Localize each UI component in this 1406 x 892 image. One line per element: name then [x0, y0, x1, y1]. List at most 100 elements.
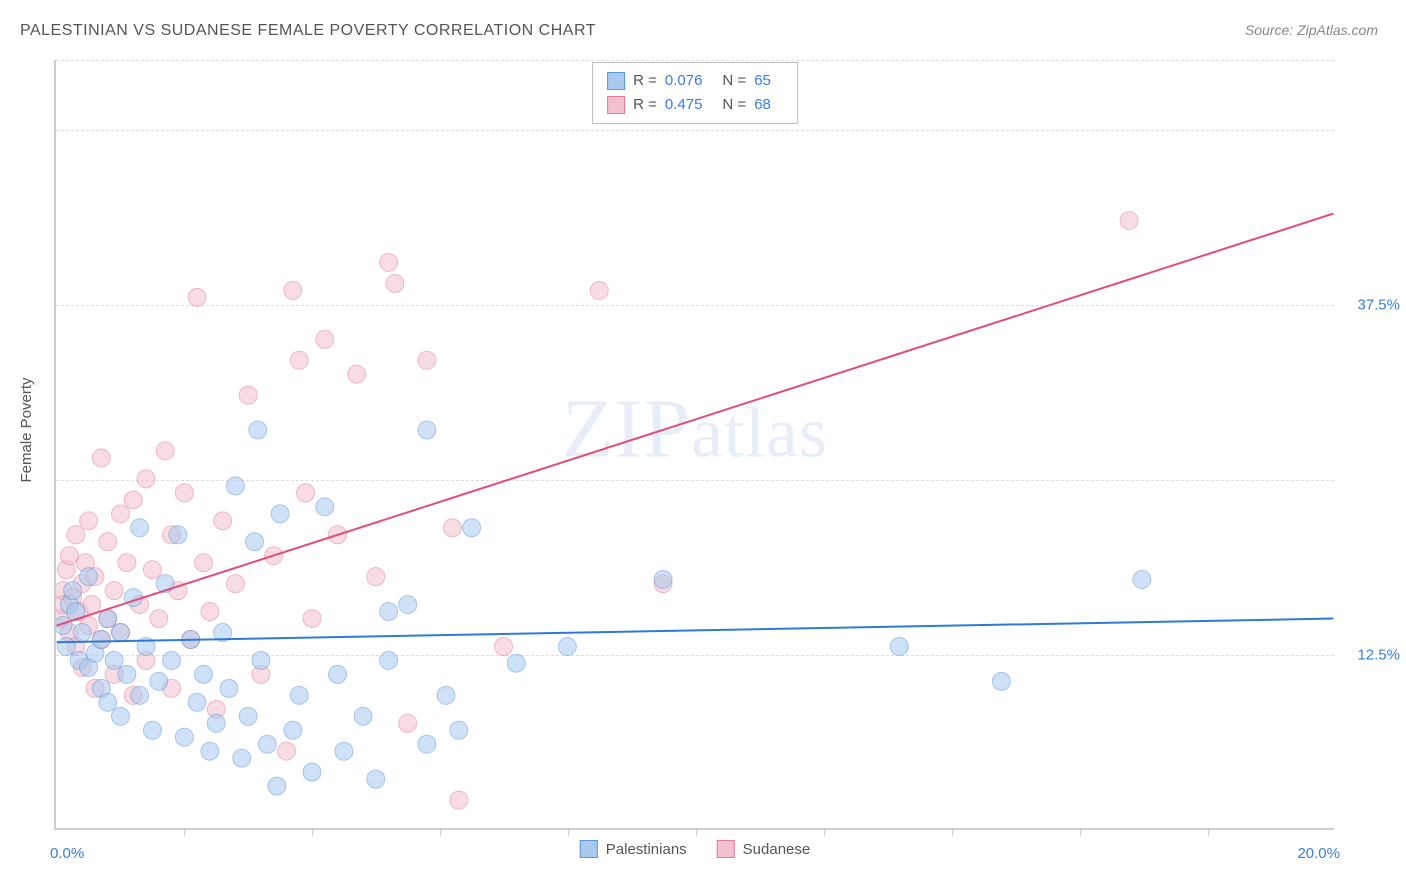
legend-item-palestinians: Palestinians — [580, 840, 687, 858]
legend-item-sudanese: Sudanese — [717, 840, 811, 858]
data-point — [1120, 212, 1138, 230]
data-point — [175, 728, 193, 746]
data-point — [348, 365, 366, 383]
data-point — [201, 742, 219, 760]
data-point — [124, 589, 142, 607]
data-point — [220, 679, 238, 697]
data-point — [246, 533, 264, 551]
data-point — [118, 665, 136, 683]
y-tick-label: 12.5% — [1340, 647, 1400, 664]
swatch-palestinians-b — [580, 840, 598, 858]
legend-row-sudanese: R = 0.475 N = 68 — [607, 93, 783, 117]
data-point — [67, 603, 85, 621]
x-tick — [184, 828, 185, 836]
data-point — [76, 554, 94, 572]
data-point — [86, 568, 104, 586]
y-axis-label: Female Poverty — [18, 377, 35, 482]
data-point — [118, 554, 136, 572]
data-point — [214, 512, 232, 530]
data-point — [57, 637, 75, 655]
data-point — [284, 721, 302, 739]
data-point — [124, 686, 142, 704]
data-point — [226, 575, 244, 593]
data-point — [60, 624, 78, 642]
legend-row-palestinians: R = 0.076 N = 65 — [607, 69, 783, 93]
data-point — [150, 610, 168, 628]
gridline — [56, 655, 1334, 656]
data-point — [112, 624, 130, 642]
legend-label: Palestinians — [606, 841, 687, 858]
data-point — [207, 700, 225, 718]
data-point — [354, 707, 372, 725]
data-point — [399, 596, 417, 614]
swatch-sudanese — [607, 96, 625, 114]
data-point — [495, 637, 513, 655]
swatch-palestinians — [607, 72, 625, 90]
data-point — [1133, 570, 1151, 588]
data-point — [99, 610, 117, 628]
data-point — [418, 735, 436, 753]
data-point — [92, 631, 110, 649]
data-point — [463, 519, 481, 537]
data-point — [290, 351, 308, 369]
data-point — [654, 570, 672, 588]
data-point — [131, 519, 149, 537]
data-point — [80, 617, 98, 635]
data-point — [112, 505, 130, 523]
data-point — [124, 491, 142, 509]
data-point — [316, 330, 334, 348]
data-point — [195, 554, 213, 572]
data-point — [64, 589, 82, 607]
data-point — [252, 665, 270, 683]
data-point — [163, 526, 181, 544]
source-attribution: Source: ZipAtlas.com — [1245, 22, 1378, 38]
data-point — [99, 610, 117, 628]
data-point — [143, 721, 161, 739]
data-point — [303, 610, 321, 628]
data-point — [112, 624, 130, 642]
data-point — [233, 749, 251, 767]
scatter-svg — [56, 60, 1334, 828]
trend-line — [57, 619, 1334, 643]
data-point — [156, 575, 174, 593]
data-point — [169, 582, 187, 600]
data-point — [80, 512, 98, 530]
data-point — [399, 714, 417, 732]
x-tick — [568, 828, 569, 836]
data-point — [137, 470, 155, 488]
data-point — [182, 631, 200, 649]
data-point — [297, 484, 315, 502]
data-point — [214, 624, 232, 642]
data-point — [450, 791, 468, 809]
data-point — [590, 281, 608, 299]
data-point — [80, 568, 98, 586]
watermark: ZIPatlas — [562, 380, 828, 477]
data-point — [60, 596, 78, 614]
data-point — [201, 603, 219, 621]
data-point — [418, 351, 436, 369]
data-point — [156, 442, 174, 460]
data-point — [268, 777, 286, 795]
data-point — [105, 665, 123, 683]
data-point — [143, 561, 161, 579]
x-tick — [1080, 828, 1081, 836]
data-point — [112, 707, 130, 725]
gridline — [56, 480, 1334, 481]
gridline — [56, 130, 1334, 131]
data-point — [86, 679, 104, 697]
data-point — [380, 603, 398, 621]
data-point — [418, 421, 436, 439]
gridline — [56, 305, 1334, 306]
swatch-sudanese-b — [717, 840, 735, 858]
data-point — [92, 449, 110, 467]
x-tick — [696, 828, 697, 836]
data-point — [92, 679, 110, 697]
data-point — [64, 582, 82, 600]
data-point — [335, 742, 353, 760]
data-point — [654, 575, 672, 593]
data-point — [450, 721, 468, 739]
data-point — [80, 658, 98, 676]
data-point — [67, 526, 85, 544]
data-point — [507, 654, 525, 672]
x-tick — [824, 828, 825, 836]
